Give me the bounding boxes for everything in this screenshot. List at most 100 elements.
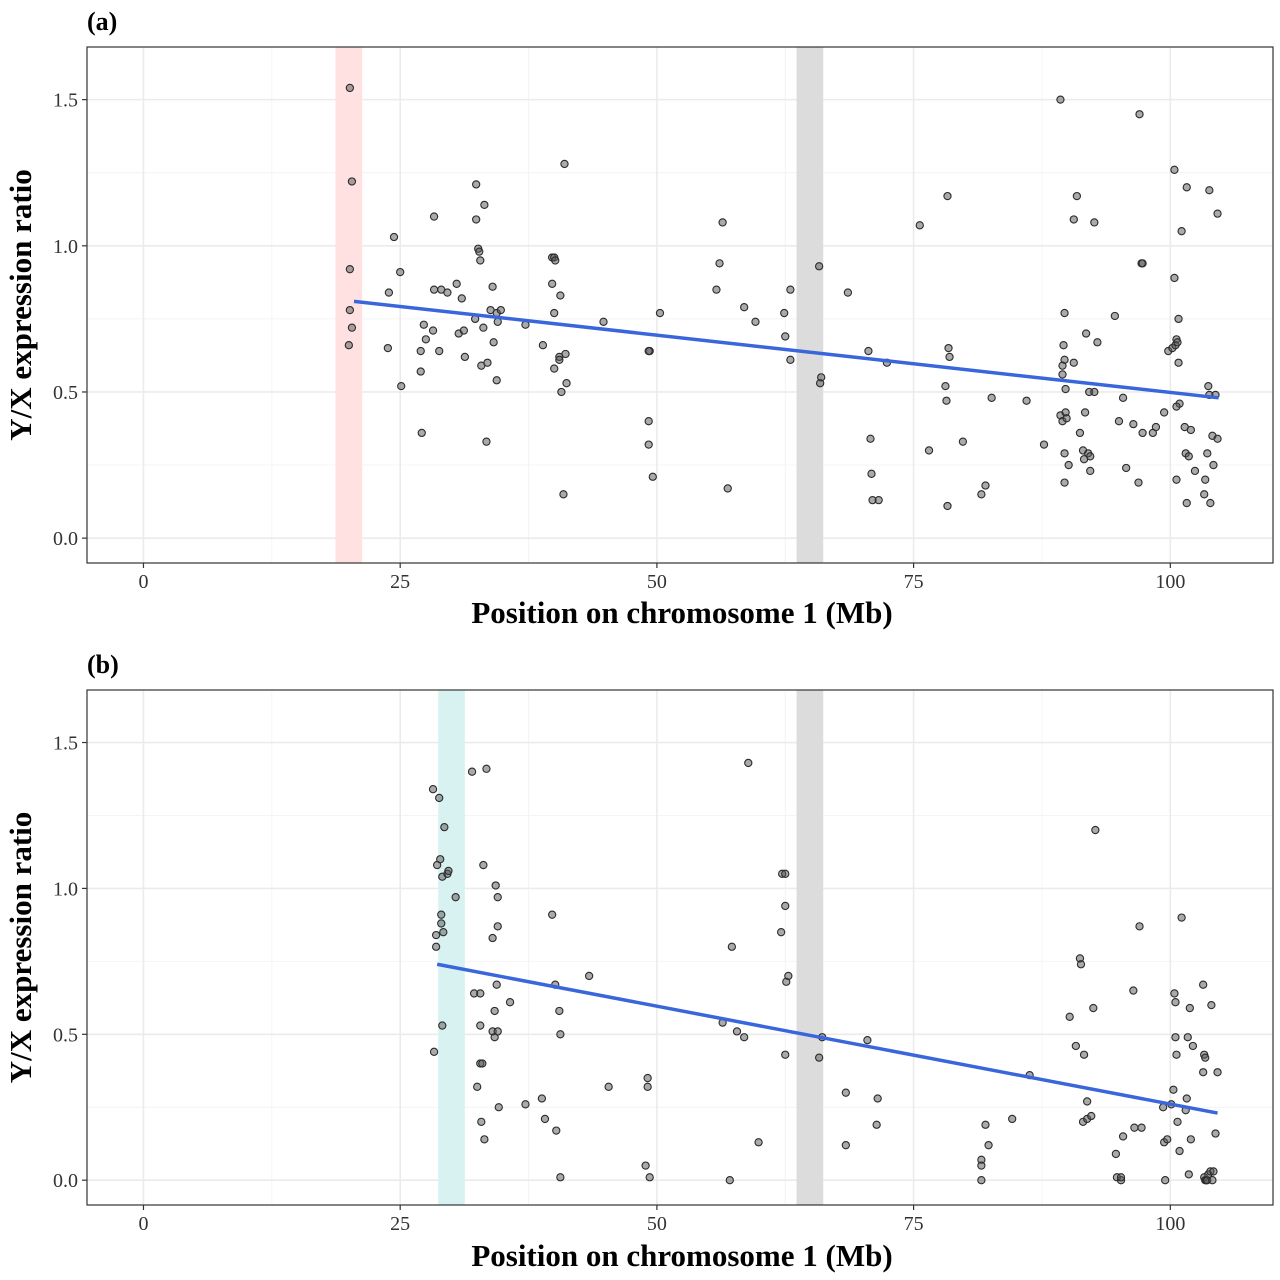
data-point bbox=[551, 256, 560, 265]
data-point bbox=[1174, 314, 1183, 324]
data-point bbox=[1172, 475, 1181, 484]
data-point bbox=[1175, 1146, 1184, 1156]
data-point bbox=[1211, 1129, 1220, 1138]
data-point bbox=[480, 1135, 489, 1144]
data-point bbox=[344, 341, 353, 350]
x-tick-label: 100 bbox=[1155, 1213, 1185, 1235]
data-point bbox=[645, 1173, 654, 1182]
data-point bbox=[496, 305, 505, 315]
data-point bbox=[440, 822, 449, 832]
data-point bbox=[345, 265, 355, 274]
data-point bbox=[1203, 449, 1212, 458]
data-point bbox=[814, 262, 824, 271]
data-point bbox=[1062, 414, 1071, 423]
data-point bbox=[740, 303, 749, 312]
data-point bbox=[723, 484, 732, 493]
data-point bbox=[476, 989, 485, 998]
data-point bbox=[460, 352, 470, 362]
data-point bbox=[478, 1059, 487, 1068]
data-point bbox=[489, 338, 498, 347]
data-point bbox=[1090, 387, 1099, 397]
y-tick-label: 1.5 bbox=[53, 90, 78, 112]
data-point bbox=[548, 910, 557, 919]
data-point bbox=[864, 346, 873, 356]
data-point bbox=[866, 434, 875, 443]
data-point bbox=[1170, 989, 1179, 998]
data-point bbox=[643, 1073, 652, 1083]
data-point bbox=[482, 437, 491, 446]
x-tick-label: 50 bbox=[647, 1213, 667, 1235]
data-point bbox=[981, 481, 990, 490]
data-point bbox=[477, 1117, 486, 1126]
data-point bbox=[945, 352, 954, 362]
y-tick-label: 0.0 bbox=[53, 528, 78, 550]
data-point bbox=[1199, 1068, 1208, 1077]
data-point bbox=[384, 288, 394, 297]
data-point bbox=[1201, 1053, 1210, 1062]
data-point bbox=[459, 326, 469, 335]
data-point bbox=[429, 1047, 439, 1056]
data-point bbox=[428, 326, 438, 335]
data-point bbox=[437, 910, 446, 919]
data-point bbox=[644, 346, 653, 356]
data-point bbox=[1177, 227, 1186, 236]
data-point bbox=[476, 1021, 485, 1030]
data-point bbox=[977, 1161, 986, 1170]
data-point bbox=[644, 417, 653, 426]
data-point bbox=[1060, 308, 1069, 318]
data-point bbox=[1081, 329, 1091, 338]
y-tick-label: 1.5 bbox=[53, 733, 78, 755]
data-point bbox=[981, 1120, 990, 1129]
data-point bbox=[345, 83, 355, 93]
data-point bbox=[1182, 1094, 1191, 1103]
data-point bbox=[977, 1176, 986, 1185]
data-point bbox=[1186, 425, 1196, 435]
data-point bbox=[475, 247, 484, 256]
data-point bbox=[492, 376, 501, 385]
data-point bbox=[482, 764, 491, 773]
data-point bbox=[644, 440, 653, 449]
data-point bbox=[1111, 1149, 1121, 1159]
data-point bbox=[1185, 1003, 1194, 1013]
data-point bbox=[1134, 478, 1143, 487]
data-point bbox=[1072, 191, 1082, 201]
data-point bbox=[1069, 215, 1078, 224]
data-point bbox=[472, 215, 481, 224]
data-point bbox=[1204, 381, 1213, 391]
data-point bbox=[483, 358, 492, 367]
data-point bbox=[537, 1094, 547, 1103]
x-tick-label: 50 bbox=[647, 571, 667, 593]
data-point bbox=[548, 279, 557, 288]
data-point bbox=[555, 1006, 564, 1016]
data-point bbox=[550, 364, 559, 373]
data-point bbox=[494, 1103, 503, 1112]
data-point bbox=[467, 767, 477, 776]
data-point bbox=[1118, 1132, 1128, 1141]
x-tick-label: 100 bbox=[1155, 571, 1185, 593]
y-tick-label: 0.5 bbox=[53, 382, 78, 404]
data-point bbox=[1008, 1114, 1017, 1124]
data-point bbox=[1079, 1050, 1089, 1059]
data-point bbox=[941, 381, 950, 391]
data-point bbox=[451, 893, 460, 902]
data-point bbox=[1060, 478, 1069, 487]
data-point bbox=[479, 323, 488, 332]
data-point bbox=[786, 285, 795, 294]
plot-frame bbox=[86, 46, 1274, 564]
data-point bbox=[754, 1138, 763, 1147]
data-point bbox=[383, 343, 393, 353]
data-point bbox=[1116, 1173, 1126, 1182]
data-point bbox=[1174, 358, 1183, 367]
data-point bbox=[417, 428, 426, 438]
data-point bbox=[1172, 1050, 1181, 1059]
data-point bbox=[1199, 980, 1208, 989]
data-point bbox=[396, 267, 405, 277]
data-point bbox=[872, 1120, 881, 1129]
data-point bbox=[560, 159, 569, 169]
data-point bbox=[1118, 393, 1128, 402]
data-point bbox=[452, 279, 461, 288]
y-tick-label: 0.0 bbox=[53, 1170, 78, 1192]
data-point bbox=[1182, 183, 1191, 192]
data-point bbox=[436, 855, 445, 864]
data-point bbox=[977, 490, 986, 499]
